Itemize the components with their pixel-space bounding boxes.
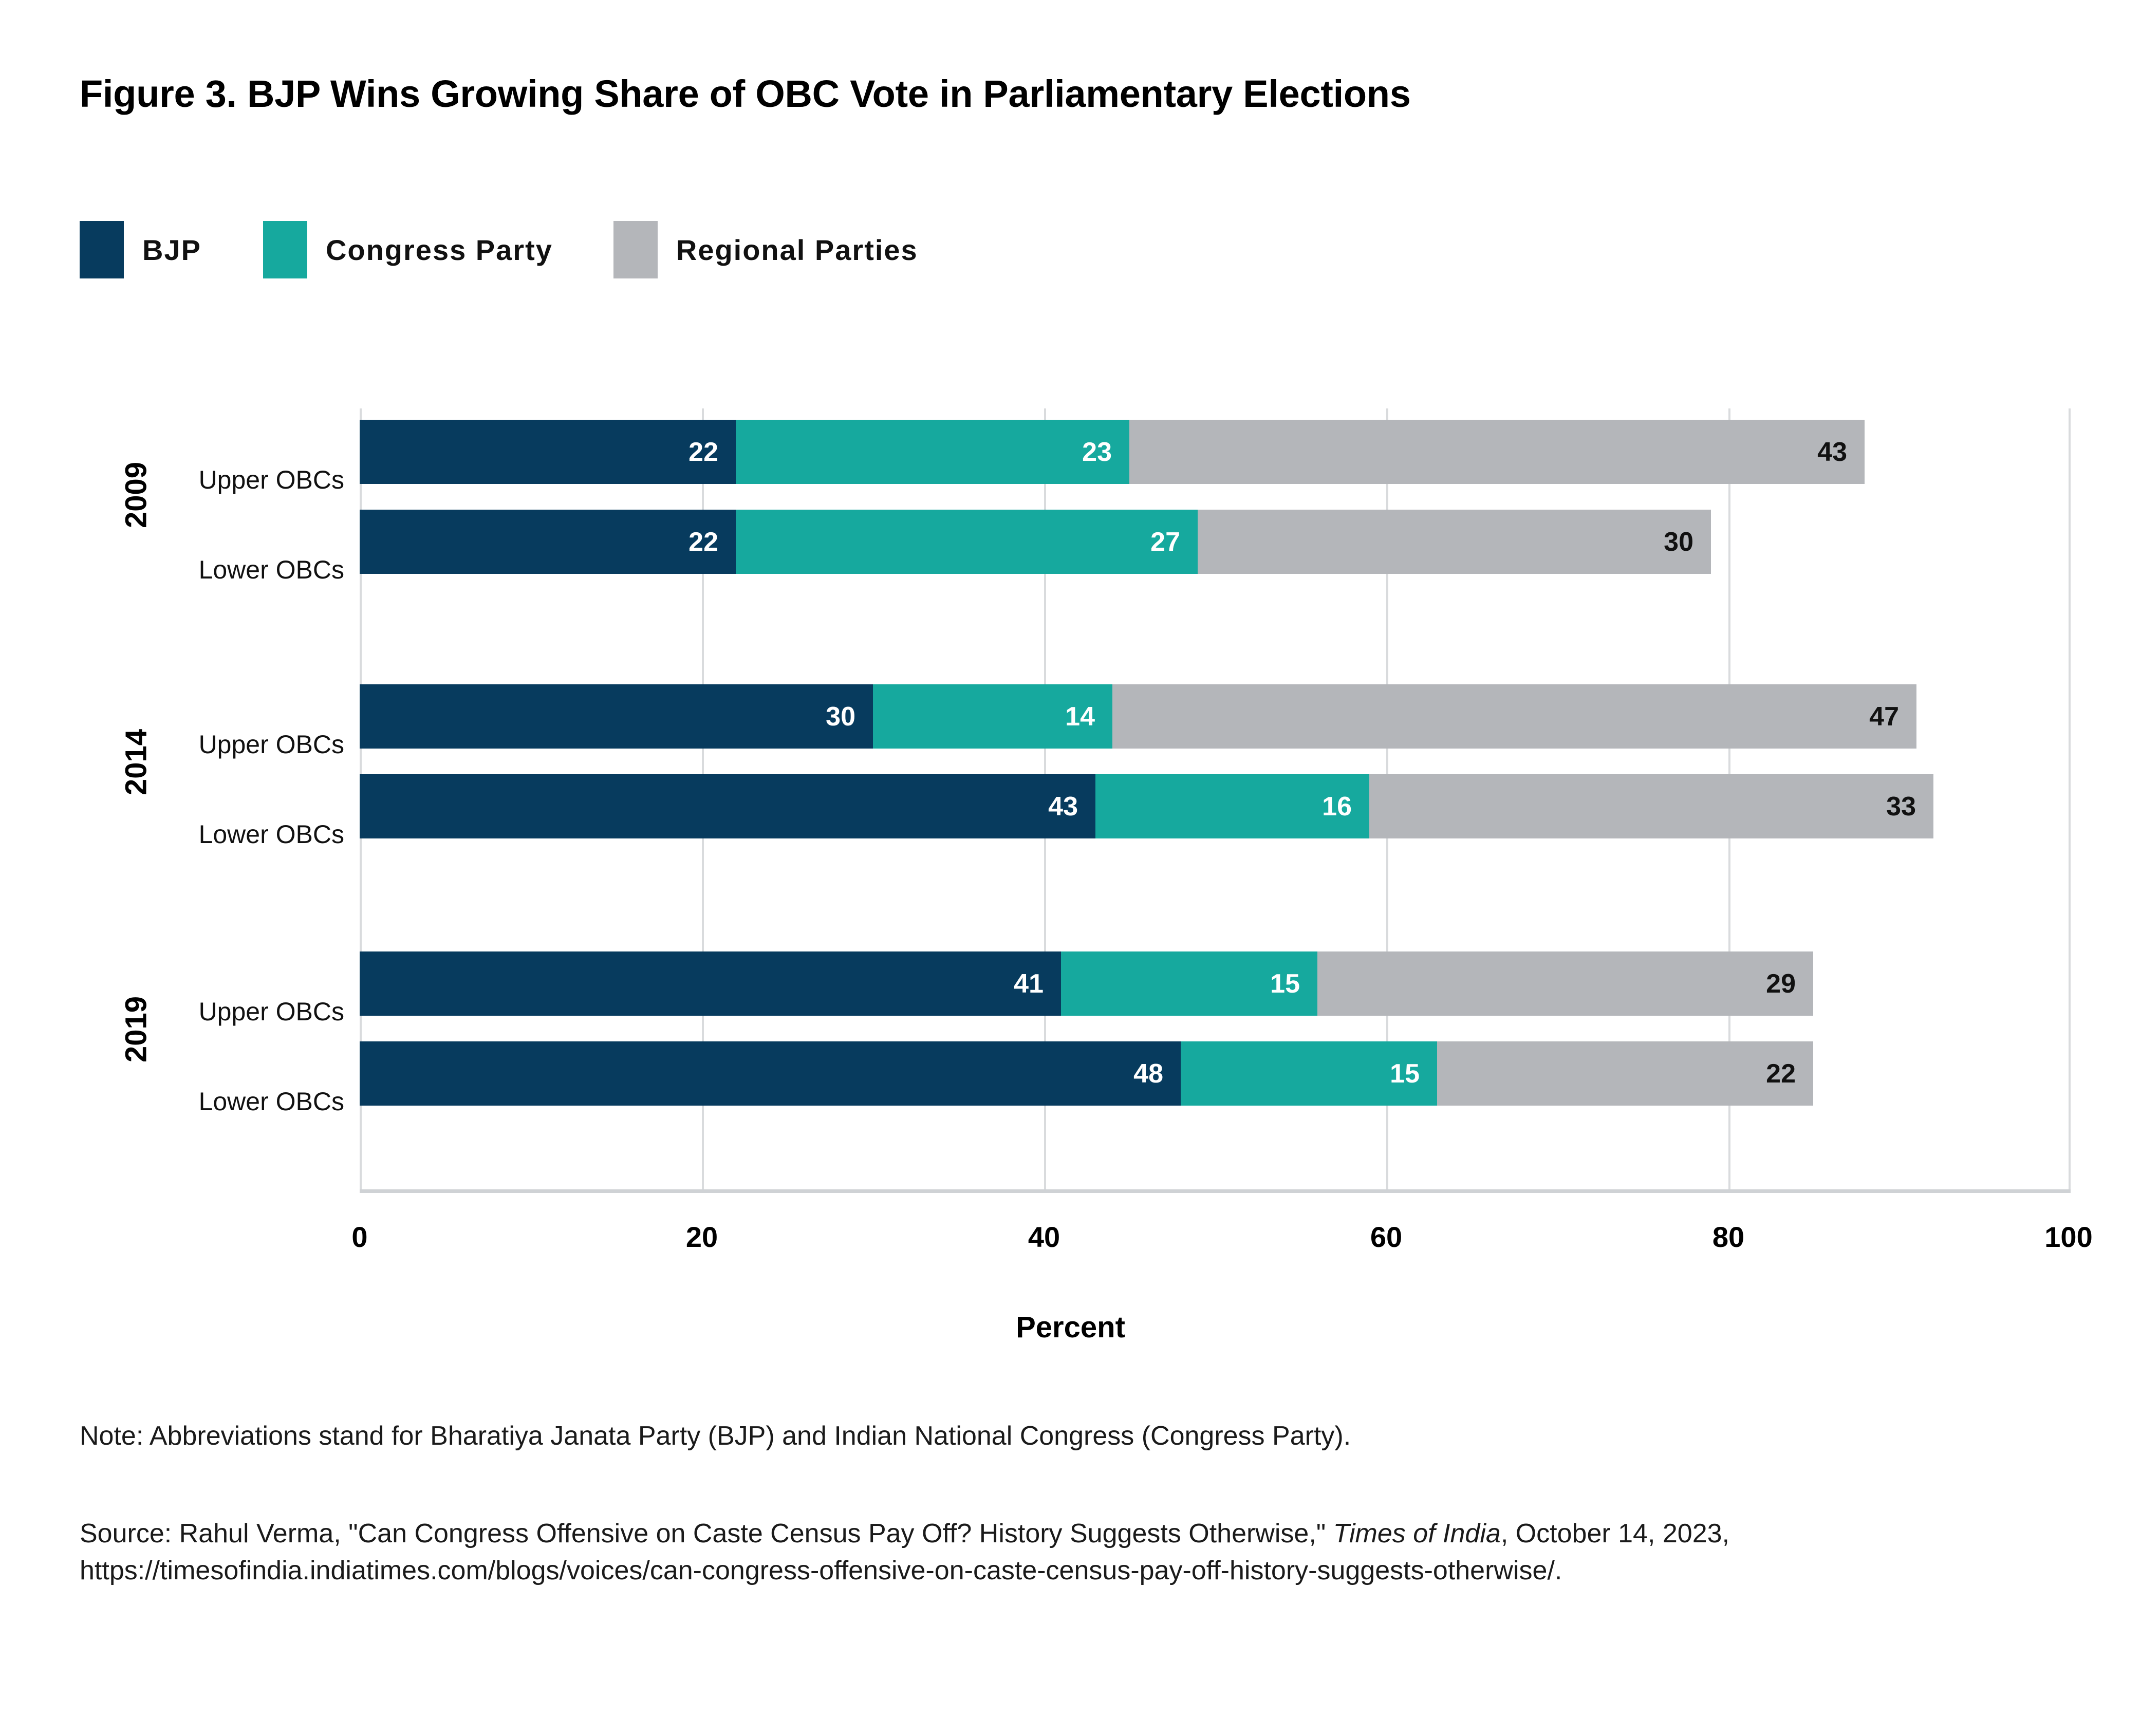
row-label-2009-lower: Lower OBCs — [198, 555, 344, 584]
group-label-2014: 2014 — [119, 729, 153, 796]
bar-value-label: 22 — [688, 527, 718, 557]
x-tick-20: 20 — [685, 1221, 718, 1253]
bar-segment-bjp[interactable]: 22 — [360, 420, 736, 484]
bar-value-label: 14 — [1065, 701, 1095, 732]
bar-value-label: 48 — [1133, 1058, 1163, 1089]
bar-value-label: 30 — [1664, 527, 1693, 557]
gridline-100 — [2069, 408, 2071, 1189]
bar-segment-regional[interactable]: 47 — [1112, 684, 1916, 749]
row-label-2014-upper: Upper OBCs — [198, 730, 344, 759]
bar-value-label: 22 — [688, 437, 718, 467]
source-suffix: , October 14, 2023, https://timesofindia… — [80, 1519, 1729, 1585]
bar-segment-congress[interactable]: 15 — [1181, 1041, 1437, 1106]
bar-segment-bjp[interactable]: 22 — [360, 510, 736, 574]
bar-value-label: 33 — [1886, 791, 1916, 822]
legend-label-bjp: BJP — [142, 233, 201, 266]
bar-value-label: 16 — [1322, 791, 1352, 822]
x-tick-80: 80 — [1712, 1221, 1745, 1253]
table-row[interactable]: 22 23 43 — [360, 420, 1865, 484]
bar-value-label: 15 — [1390, 1058, 1420, 1089]
source-publication: Times of India — [1333, 1519, 1501, 1548]
bar-segment-regional[interactable]: 22 — [1437, 1041, 1813, 1106]
table-row[interactable]: 41 15 29 — [360, 951, 1813, 1016]
legend-label-regional: Regional Parties — [676, 233, 918, 266]
bar-segment-bjp[interactable]: 41 — [360, 951, 1061, 1016]
legend-item-congress[interactable]: Congress Party — [263, 221, 553, 278]
x-tick-100: 100 — [2044, 1221, 2093, 1253]
bar-segment-congress[interactable]: 15 — [1061, 951, 1317, 1016]
bar-segment-bjp[interactable]: 30 — [360, 684, 873, 749]
bar-value-label: 15 — [1270, 968, 1300, 999]
bar-value-label: 29 — [1766, 968, 1796, 999]
bar-value-label: 23 — [1082, 437, 1112, 467]
x-axis-baseline — [360, 1189, 2071, 1193]
bar-segment-regional[interactable]: 43 — [1129, 420, 1865, 484]
x-tick-40: 40 — [1028, 1221, 1060, 1253]
bar-value-label: 22 — [1766, 1058, 1796, 1089]
source-prefix: Source: Rahul Verma, "Can Congress Offen… — [80, 1519, 1333, 1548]
row-label-2019-lower: Lower OBCs — [198, 1087, 344, 1116]
bar-segment-bjp[interactable]: 48 — [360, 1041, 1181, 1106]
table-row[interactable]: 43 16 33 — [360, 774, 1933, 838]
x-tick-0: 0 — [351, 1221, 368, 1253]
row-label-2014-lower: Lower OBCs — [198, 820, 344, 849]
table-row[interactable]: 22 27 30 — [360, 510, 1711, 574]
bar-segment-congress[interactable]: 14 — [873, 684, 1112, 749]
legend-label-congress: Congress Party — [325, 233, 553, 266]
chart-source: Source: Rahul Verma, "Can Congress Offen… — [80, 1516, 2073, 1590]
legend-item-bjp[interactable]: BJP — [80, 221, 201, 278]
legend-swatch-icon-regional — [613, 221, 658, 278]
bar-value-label: 47 — [1869, 701, 1899, 732]
legend-item-regional[interactable]: Regional Parties — [613, 221, 918, 278]
bar-value-label: 27 — [1150, 527, 1180, 557]
bar-segment-congress[interactable]: 27 — [736, 510, 1198, 574]
x-tick-60: 60 — [1370, 1221, 1403, 1253]
legend-swatch-icon-congress — [263, 221, 307, 278]
bar-value-label: 41 — [1014, 968, 1044, 999]
chart-legend: BJP Congress Party Regional Parties — [80, 221, 918, 278]
bar-segment-regional[interactable]: 33 — [1369, 774, 1933, 838]
chart-note: Note: Abbreviations stand for Bharatiya … — [80, 1421, 1351, 1451]
bar-segment-regional[interactable]: 30 — [1198, 510, 1711, 574]
table-row[interactable]: 30 14 47 — [360, 684, 1916, 749]
legend-swatch-icon-bjp — [80, 221, 124, 278]
table-row[interactable]: 48 15 22 — [360, 1041, 1813, 1106]
bar-segment-regional[interactable]: 29 — [1317, 951, 1813, 1016]
bar-segment-congress[interactable]: 23 — [736, 420, 1129, 484]
row-label-2019-upper: Upper OBCs — [198, 997, 344, 1026]
figure-title: Figure 3. BJP Wins Growing Share of OBC … — [80, 72, 1411, 115]
group-label-2009: 2009 — [119, 461, 153, 529]
row-label-2009-upper: Upper OBCs — [198, 465, 344, 494]
bar-segment-bjp[interactable]: 43 — [360, 774, 1095, 838]
bar-segment-congress[interactable]: 16 — [1095, 774, 1369, 838]
bar-value-label: 43 — [1817, 437, 1847, 467]
x-axis-title: Percent — [1016, 1311, 1125, 1344]
bar-value-label: 43 — [1048, 791, 1078, 822]
group-label-2019: 2019 — [119, 996, 153, 1063]
bar-value-label: 30 — [826, 701, 855, 732]
